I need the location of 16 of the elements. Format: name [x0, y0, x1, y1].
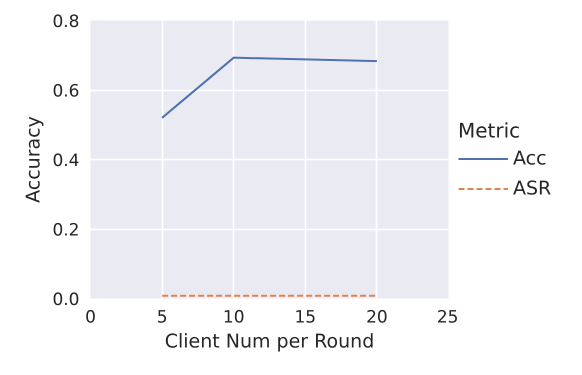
y-axis-title: Accuracy: [22, 116, 44, 203]
x-axis-title: Client Num per Round: [164, 330, 374, 352]
x-tick-label: 25: [436, 308, 459, 328]
y-tick-label: 0.2: [52, 220, 80, 240]
x-tick-label: 0: [85, 308, 96, 328]
legend-title: Metric: [458, 118, 522, 142]
legend-label: ASR: [513, 178, 552, 200]
x-tick-label: 10: [222, 308, 245, 328]
legend-label: Acc: [513, 148, 547, 170]
y-tick-label: 0.8: [52, 12, 80, 32]
x-tick-label: 15: [294, 308, 316, 328]
y-tick-label: 0.4: [52, 151, 80, 171]
y-tick-label: 0.0: [52, 290, 80, 310]
x-tick-label: 20: [366, 308, 388, 328]
x-tick-label: 5: [156, 308, 168, 328]
y-tick-label: 0.6: [52, 82, 80, 102]
